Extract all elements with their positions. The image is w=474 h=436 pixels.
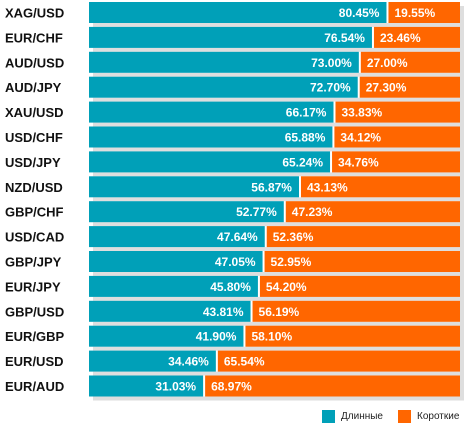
category-label: USD/CAD bbox=[5, 230, 64, 245]
value-label-long: 66.17% bbox=[286, 106, 327, 120]
value-label-long: 43.81% bbox=[203, 305, 244, 319]
bar-short bbox=[259, 275, 460, 297]
bar-short bbox=[245, 325, 460, 347]
bar-long bbox=[89, 251, 263, 272]
legend-item-long: Длинные bbox=[322, 410, 383, 423]
category-label: EUR/USD bbox=[5, 354, 64, 369]
value-label-short: 52.95% bbox=[271, 255, 312, 269]
category-label: USD/JPY bbox=[5, 155, 61, 170]
bar-long bbox=[89, 76, 358, 98]
bar-long bbox=[89, 275, 258, 297]
category-label: XAU/USD bbox=[5, 105, 64, 120]
value-label-short: 65.54% bbox=[224, 355, 265, 369]
value-label-long: 31.03% bbox=[155, 380, 196, 394]
category-label: USD/CHF bbox=[5, 130, 63, 145]
value-label-long: 56.87% bbox=[251, 180, 292, 194]
value-label-short: 33.83% bbox=[341, 106, 382, 120]
value-label-short: 52.36% bbox=[273, 230, 314, 244]
bar-short bbox=[332, 151, 460, 173]
bar-short bbox=[300, 176, 460, 198]
bar-long bbox=[89, 350, 216, 372]
value-label-long: 41.90% bbox=[196, 330, 237, 344]
bar-short bbox=[359, 76, 460, 98]
bar-short bbox=[335, 101, 460, 123]
legend-label-long: Длинные bbox=[341, 411, 383, 422]
value-label-short: 54.20% bbox=[266, 280, 307, 294]
value-label-short: 47.23% bbox=[292, 205, 333, 219]
value-label-short: 27.00% bbox=[367, 56, 408, 70]
bar-long bbox=[89, 126, 333, 148]
value-label-long: 47.64% bbox=[217, 230, 258, 244]
category-label: EUR/GBP bbox=[5, 329, 65, 344]
value-label-short: 34.12% bbox=[340, 131, 381, 145]
legend-label-short: Короткие bbox=[417, 411, 460, 422]
bar-long bbox=[89, 325, 244, 347]
bar-short bbox=[217, 350, 460, 372]
bar-short bbox=[334, 126, 460, 148]
category-label: EUR/AUD bbox=[5, 379, 64, 394]
legend-swatch-short bbox=[398, 410, 411, 423]
bar-long bbox=[89, 176, 299, 198]
value-label-long: 47.05% bbox=[215, 255, 256, 269]
category-label: AUD/USD bbox=[5, 55, 64, 70]
category-label: GBP/USD bbox=[5, 304, 64, 319]
category-label: AUD/JPY bbox=[5, 80, 62, 95]
value-label-short: 43.13% bbox=[307, 180, 348, 194]
bar-long bbox=[89, 2, 387, 23]
bar-long bbox=[89, 151, 331, 173]
value-label-short: 68.97% bbox=[211, 380, 252, 394]
value-label-long: 65.24% bbox=[282, 155, 323, 169]
bar-short bbox=[285, 201, 460, 223]
value-label-long: 76.54% bbox=[324, 31, 365, 45]
bar-short bbox=[360, 51, 460, 73]
value-label-long: 52.77% bbox=[236, 205, 277, 219]
value-label-short: 58.10% bbox=[251, 330, 292, 344]
bar-long bbox=[89, 26, 372, 48]
value-label-long: 72.70% bbox=[310, 81, 351, 95]
bar-short bbox=[205, 375, 460, 397]
category-label: EUR/CHF bbox=[5, 30, 63, 45]
bar-short bbox=[388, 2, 460, 23]
bar-long bbox=[89, 201, 284, 223]
value-label-long: 73.00% bbox=[311, 56, 352, 70]
category-label: EUR/JPY bbox=[5, 279, 61, 294]
bar-short bbox=[264, 251, 460, 272]
bar-long bbox=[89, 51, 359, 73]
bar-long bbox=[89, 375, 204, 397]
category-label: GBP/JPY bbox=[5, 255, 62, 270]
bar-long bbox=[89, 101, 334, 123]
bar-short bbox=[266, 226, 460, 248]
value-label-short: 34.76% bbox=[338, 155, 379, 169]
bar-long bbox=[89, 300, 251, 322]
value-label-long: 45.80% bbox=[210, 280, 251, 294]
value-label-long: 65.88% bbox=[285, 131, 326, 145]
category-label: XAG/USD bbox=[5, 6, 64, 21]
category-label: NZD/USD bbox=[5, 180, 63, 195]
value-label-long: 34.46% bbox=[168, 355, 209, 369]
value-label-short: 56.19% bbox=[259, 305, 300, 319]
value-label-short: 23.46% bbox=[380, 31, 421, 45]
category-label: GBP/CHF bbox=[5, 205, 64, 220]
bar-short bbox=[252, 300, 460, 322]
value-label-long: 80.45% bbox=[339, 6, 380, 20]
bar-long bbox=[89, 226, 265, 248]
legend-item-short: Короткие bbox=[398, 410, 459, 423]
value-label-short: 27.30% bbox=[366, 81, 407, 95]
value-label-short: 19.55% bbox=[394, 6, 435, 20]
legend-swatch-long bbox=[322, 410, 335, 423]
bar-short bbox=[373, 26, 460, 48]
